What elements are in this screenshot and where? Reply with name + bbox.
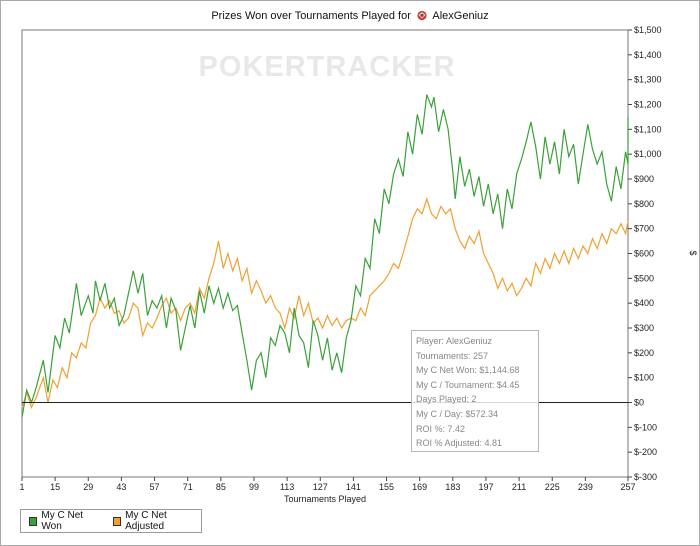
- tooltip-roi: ROI %: 7.42: [416, 423, 466, 434]
- legend-item-net-adjusted[interactable]: My C Net Adjusted: [112, 510, 201, 532]
- legend-swatch-net-won: [29, 516, 38, 526]
- y-tick-label: $800: [634, 199, 654, 209]
- legend-item-net-won[interactable]: My C Net Won: [29, 510, 101, 532]
- x-axis: 1 15 29 43 57 71 85 99 113 127 141 155 169 183 197 211 2…: [19, 477, 636, 492]
- y-tick-label: $200: [634, 348, 654, 358]
- tooltip-player: Player: AlexGeniuz: [416, 336, 493, 346]
- x-tick-label: 183: [445, 482, 460, 492]
- y-tick-label: $0: [634, 398, 644, 408]
- tooltip-per-day: My C / Day: $572.34: [416, 408, 499, 419]
- x-tick-label: 225: [545, 482, 560, 492]
- y-tick-label: $1,400: [634, 50, 662, 60]
- y-tick-label: $300: [634, 323, 654, 333]
- x-tick-label: 155: [379, 482, 394, 492]
- y-tick-label: $1,000: [634, 149, 662, 159]
- x-tick-label: 197: [478, 482, 493, 492]
- y-tick-label: $400: [634, 298, 654, 308]
- x-axis-label: Tournaments Played: [284, 494, 366, 504]
- x-tick-label: 15: [50, 482, 60, 492]
- x-tick-label: 85: [216, 482, 226, 492]
- y-tick-label: $1,500: [634, 25, 662, 35]
- x-tick-label: 239: [578, 482, 593, 492]
- title-prefix: Prizes Won over Tournaments Played for: [211, 10, 411, 22]
- stats-tooltip: Player: AlexGeniuz Tournaments: 257 My C…: [411, 330, 539, 452]
- x-tick-label: 169: [412, 482, 427, 492]
- watermark: POKERTRACKER: [199, 51, 456, 83]
- y-tick-label: $900: [634, 174, 654, 184]
- y-tick-label: $100: [634, 373, 654, 383]
- tooltip-days-played: Days Played: 2: [416, 394, 477, 405]
- x-tick-label: 29: [83, 482, 93, 492]
- x-tick-label: 257: [620, 482, 635, 492]
- y-tick-label: $1,200: [634, 100, 662, 110]
- x-tick-label: 1: [19, 482, 24, 492]
- title-player: AlexGeniuz: [432, 10, 489, 22]
- x-tick-label: 127: [313, 482, 328, 492]
- chart-title: Prizes Won over Tournaments Played for A…: [0, 9, 700, 22]
- series-layer: [21, 94, 629, 418]
- y-tick-label: $-200: [634, 447, 657, 457]
- x-tick-label: 43: [116, 482, 126, 492]
- y-tick-label: $700: [634, 224, 654, 234]
- tooltip-roi-adjusted: ROI % Adjusted: 4.81: [416, 438, 503, 449]
- y-tick-label: $500: [634, 273, 654, 283]
- y-tick-label: $1,300: [634, 75, 662, 85]
- x-tick-label: 113: [280, 482, 294, 492]
- pokertracker-logo-icon: [417, 10, 427, 21]
- series-net-adjusted-line: [21, 196, 629, 410]
- y-tick-label: $-100: [634, 422, 657, 432]
- x-tick-label: 99: [249, 482, 259, 492]
- tooltip-per-tournament: My C / Tournament: $4.45: [416, 379, 520, 390]
- x-tick-label: 57: [150, 482, 160, 492]
- legend: My C Net Won My C Net Adjusted: [20, 509, 202, 533]
- y-axis: $-300 $-200 $-100 $0 $100 $200 $300 $400 $500 $60…: [628, 25, 662, 482]
- x-tick-label: 141: [346, 482, 361, 492]
- tooltip-tournaments: Tournaments: 257: [416, 350, 489, 361]
- x-tick-label: 71: [183, 482, 193, 492]
- series-net-won-line: [21, 94, 629, 418]
- y-axis-label: $: [688, 250, 698, 255]
- tooltip-net-won: My C Net Won: $1,144.68: [416, 365, 520, 376]
- legend-label-net-adjusted: My C Net Adjusted: [125, 510, 167, 532]
- y-tick-label: $-300: [634, 472, 657, 482]
- x-tick-label: 211: [512, 482, 526, 492]
- legend-label-net-won: My C Net Won: [41, 510, 84, 532]
- legend-swatch-net-adjusted: [112, 516, 122, 526]
- y-tick-label: $600: [634, 249, 654, 259]
- y-tick-label: $1,100: [634, 124, 662, 134]
